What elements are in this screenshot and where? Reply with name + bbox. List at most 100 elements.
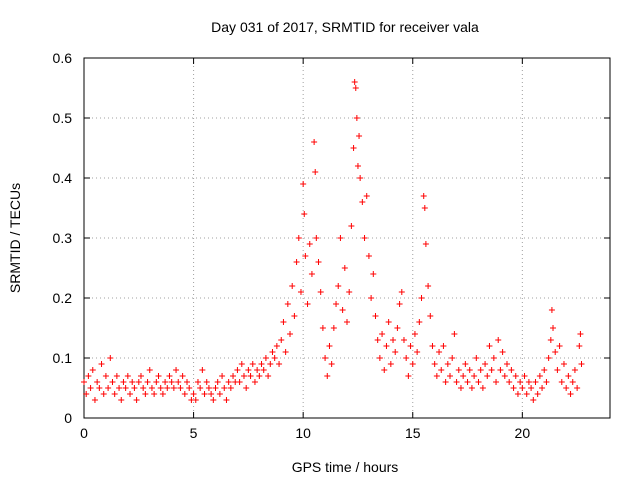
data-point-marker	[146, 367, 153, 373]
data-point-marker	[405, 373, 412, 379]
data-point-marker	[541, 367, 548, 373]
y-tick-label: 0.3	[53, 230, 73, 246]
data-point-marker	[122, 385, 129, 391]
data-point-marker	[175, 379, 182, 385]
data-point-marker	[400, 337, 407, 343]
data-point-marker	[554, 367, 561, 373]
data-point-marker	[578, 361, 585, 367]
data-point-marker	[484, 373, 491, 379]
data-point-marker	[422, 241, 429, 247]
data-point-marker	[201, 391, 208, 397]
data-point-marker	[254, 367, 261, 373]
x-tick-label: 10	[295, 425, 311, 441]
data-point-marker	[462, 361, 469, 367]
data-point-marker	[379, 331, 386, 337]
data-point-marker	[563, 385, 570, 391]
data-point-marker	[486, 343, 493, 349]
data-point-marker	[186, 385, 193, 391]
data-point-marker	[243, 385, 250, 391]
data-point-marker	[197, 385, 204, 391]
data-point-marker	[312, 169, 319, 175]
data-point-marker	[503, 361, 510, 367]
data-point-marker	[111, 391, 118, 397]
data-point-marker	[256, 373, 263, 379]
data-point-marker	[234, 367, 241, 373]
x-axis-label: GPS time / hours	[292, 459, 399, 475]
data-point-marker	[560, 361, 567, 367]
data-point-marker	[308, 271, 315, 277]
data-point-marker	[280, 319, 287, 325]
data-point-marker	[205, 385, 212, 391]
data-point-marker	[190, 391, 197, 397]
data-point-marker	[282, 349, 289, 355]
data-point-marker	[532, 379, 539, 385]
data-point-marker	[558, 379, 565, 385]
data-point-marker	[238, 361, 245, 367]
data-point-marker	[199, 367, 206, 373]
data-point-marker	[346, 289, 353, 295]
data-point-marker	[457, 385, 464, 391]
data-point-marker	[124, 373, 131, 379]
data-point-marker	[81, 379, 87, 385]
data-point-marker	[482, 361, 489, 367]
grid	[84, 58, 610, 418]
data-point-marker	[297, 289, 304, 295]
data-point-marker	[543, 379, 550, 385]
data-point-marker	[216, 391, 223, 397]
data-point-marker	[427, 313, 434, 319]
data-point-marker	[433, 373, 440, 379]
data-point-marker	[240, 373, 247, 379]
data-point-marker	[214, 379, 221, 385]
data-point-marker	[153, 379, 160, 385]
data-point-marker	[113, 373, 120, 379]
data-point-marker	[219, 373, 226, 379]
data-point-marker	[442, 379, 449, 385]
data-point-marker	[536, 373, 543, 379]
data-point-marker	[512, 373, 519, 379]
data-point-marker	[361, 235, 368, 241]
data-point-marker	[387, 361, 394, 367]
data-point-marker	[267, 361, 274, 367]
data-point-marker	[451, 331, 458, 337]
data-point-marker	[177, 385, 184, 391]
data-point-marker	[444, 361, 451, 367]
data-points	[81, 79, 585, 403]
x-tick-label: 5	[190, 425, 198, 441]
data-point-marker	[168, 379, 175, 385]
data-point-marker	[131, 385, 138, 391]
data-point-marker	[247, 373, 254, 379]
data-point-marker	[510, 385, 517, 391]
data-point-marker	[547, 337, 554, 343]
data-point-marker	[571, 367, 578, 373]
data-point-marker	[94, 379, 101, 385]
data-point-marker	[118, 397, 125, 403]
data-point-marker	[508, 367, 515, 373]
data-point-marker	[411, 331, 418, 337]
data-point-marker	[363, 193, 370, 199]
data-point-marker	[258, 361, 265, 367]
data-point-marker	[548, 307, 555, 313]
data-point-marker	[567, 391, 574, 397]
y-tick-label: 0.4	[53, 170, 73, 186]
data-point-marker	[477, 367, 484, 373]
data-point-marker	[127, 391, 134, 397]
data-point-marker	[265, 373, 272, 379]
data-point-marker	[194, 379, 201, 385]
data-point-marker	[390, 337, 397, 343]
data-point-marker	[192, 397, 199, 403]
data-point-marker	[479, 385, 486, 391]
data-point-marker	[403, 355, 410, 361]
data-point-marker	[420, 193, 427, 199]
data-point-marker	[335, 283, 342, 289]
data-point-marker	[300, 181, 307, 187]
data-point-marker	[301, 211, 308, 217]
data-point-marker	[302, 253, 309, 259]
data-point-marker	[100, 391, 107, 397]
data-point-marker	[359, 199, 366, 205]
data-point-marker	[223, 397, 230, 403]
data-point-marker	[276, 361, 283, 367]
data-point-marker	[348, 223, 355, 229]
data-point-marker	[166, 373, 173, 379]
data-point-marker	[409, 361, 416, 367]
data-point-marker	[344, 319, 350, 325]
